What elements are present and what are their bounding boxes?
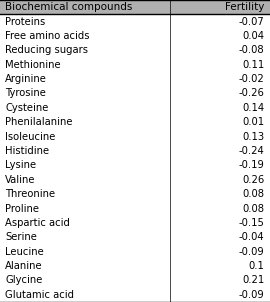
Text: Cysteine: Cysteine [5,103,49,113]
Text: 0.21: 0.21 [242,275,265,285]
FancyBboxPatch shape [170,158,270,172]
Text: Biochemical compounds: Biochemical compounds [5,2,133,12]
FancyBboxPatch shape [0,86,170,101]
FancyBboxPatch shape [170,14,270,29]
FancyBboxPatch shape [0,14,170,29]
FancyBboxPatch shape [0,158,170,172]
Text: -0.24: -0.24 [239,146,265,156]
FancyBboxPatch shape [0,29,170,43]
FancyBboxPatch shape [170,115,270,130]
Text: Threonine: Threonine [5,189,56,199]
Text: -0.04: -0.04 [239,232,265,242]
Text: -0.08: -0.08 [239,45,265,55]
Text: 0.04: 0.04 [243,31,265,41]
FancyBboxPatch shape [0,259,170,273]
FancyBboxPatch shape [170,216,270,230]
FancyBboxPatch shape [0,43,170,57]
FancyBboxPatch shape [170,101,270,115]
FancyBboxPatch shape [0,230,170,245]
FancyBboxPatch shape [0,216,170,230]
FancyBboxPatch shape [0,187,170,201]
Text: 0.1: 0.1 [249,261,265,271]
FancyBboxPatch shape [170,273,270,288]
FancyBboxPatch shape [0,245,170,259]
Text: 0.11: 0.11 [242,60,265,70]
Text: Free amino acids: Free amino acids [5,31,90,41]
FancyBboxPatch shape [0,0,170,14]
FancyBboxPatch shape [170,0,270,14]
Text: -0.26: -0.26 [239,88,265,98]
Text: -0.09: -0.09 [239,247,265,257]
FancyBboxPatch shape [170,72,270,86]
Text: 0.14: 0.14 [242,103,265,113]
FancyBboxPatch shape [0,273,170,288]
FancyBboxPatch shape [0,101,170,115]
Text: Histidine: Histidine [5,146,49,156]
Text: 0.13: 0.13 [242,132,265,142]
FancyBboxPatch shape [170,172,270,187]
Text: Serine: Serine [5,232,37,242]
FancyBboxPatch shape [0,144,170,158]
FancyBboxPatch shape [0,115,170,130]
FancyBboxPatch shape [0,201,170,216]
FancyBboxPatch shape [0,172,170,187]
FancyBboxPatch shape [170,43,270,57]
FancyBboxPatch shape [0,288,170,302]
Text: Glutamic acid: Glutamic acid [5,290,75,300]
Text: Proline: Proline [5,204,39,214]
FancyBboxPatch shape [0,72,170,86]
Text: Aspartic acid: Aspartic acid [5,218,70,228]
Text: 0.01: 0.01 [242,117,265,127]
Text: Lysine: Lysine [5,160,36,170]
Text: -0.15: -0.15 [239,218,265,228]
Text: Fertility: Fertility [225,2,265,12]
Text: Tyrosine: Tyrosine [5,88,46,98]
Text: -0.19: -0.19 [239,160,265,170]
FancyBboxPatch shape [170,130,270,144]
Text: Methionine: Methionine [5,60,61,70]
Text: Arginine: Arginine [5,74,47,84]
FancyBboxPatch shape [170,259,270,273]
Text: Proteins: Proteins [5,17,46,27]
FancyBboxPatch shape [170,144,270,158]
Text: 0.08: 0.08 [243,189,265,199]
Text: Isoleucine: Isoleucine [5,132,56,142]
Text: -0.02: -0.02 [239,74,265,84]
FancyBboxPatch shape [170,187,270,201]
FancyBboxPatch shape [170,245,270,259]
FancyBboxPatch shape [170,29,270,43]
Text: -0.07: -0.07 [239,17,265,27]
FancyBboxPatch shape [0,130,170,144]
Text: Valine: Valine [5,175,36,185]
Text: Phenilalanine: Phenilalanine [5,117,73,127]
Text: Glycine: Glycine [5,275,43,285]
FancyBboxPatch shape [170,201,270,216]
Text: Alanine: Alanine [5,261,43,271]
FancyBboxPatch shape [0,57,170,72]
FancyBboxPatch shape [170,288,270,302]
FancyBboxPatch shape [170,57,270,72]
Text: Reducing sugars: Reducing sugars [5,45,88,55]
FancyBboxPatch shape [170,86,270,101]
Text: Leucine: Leucine [5,247,44,257]
FancyBboxPatch shape [170,230,270,245]
Text: -0.09: -0.09 [239,290,265,300]
Text: 0.26: 0.26 [242,175,265,185]
Text: 0.08: 0.08 [243,204,265,214]
